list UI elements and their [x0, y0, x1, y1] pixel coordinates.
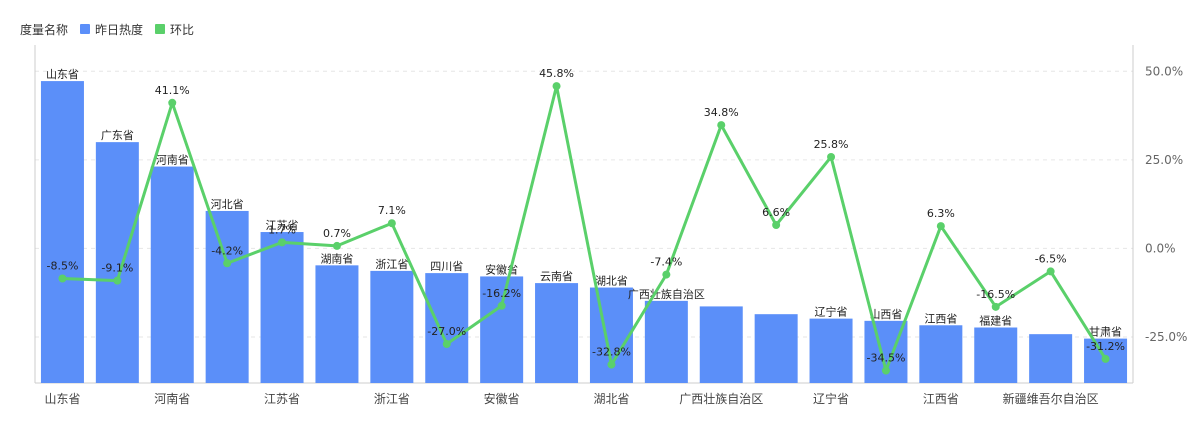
x-tick-label: 江西省	[923, 392, 959, 406]
bar-label: 福建省	[979, 314, 1012, 328]
bar-heat	[370, 270, 414, 383]
bar-heat	[809, 318, 853, 383]
right-axis-tick-label: 50.0%	[1145, 64, 1183, 78]
right-axis-tick-label: 25.0%	[1145, 153, 1183, 167]
point-mom	[223, 259, 232, 268]
point-mom	[772, 221, 781, 230]
bar-label: 河北省	[211, 198, 244, 211]
bar-heat	[535, 283, 579, 383]
x-tick-label: 广西壮族自治区	[679, 392, 763, 406]
point-mom	[991, 302, 1000, 311]
x-tick-label: 山东省	[44, 392, 80, 406]
bar-heat	[150, 166, 194, 383]
point-label-mom: -6.5%	[1035, 252, 1067, 265]
x-tick-label: 河南省	[154, 391, 190, 406]
bar-heat	[919, 325, 963, 383]
point-label-mom: 45.8%	[539, 67, 574, 80]
legend-label-mom: 环比	[170, 22, 195, 37]
point-label-mom: 25.8%	[814, 138, 849, 151]
bar-heat	[1029, 334, 1073, 383]
point-label-mom: -4.2%	[211, 244, 243, 257]
point-label-mom: -9.1%	[101, 262, 133, 275]
point-label-mom: 1.7%	[268, 223, 296, 236]
bar-label: 江苏省	[266, 219, 299, 232]
x-tick-label: 江苏省	[264, 392, 300, 406]
line-mom	[62, 84, 1107, 373]
bar-label: 浙江省	[375, 258, 408, 271]
bar-heat	[425, 273, 469, 383]
x-tick-label: 新疆维吾尔自治区	[1003, 391, 1099, 406]
point-label-mom: -16.2%	[482, 287, 521, 300]
bar-heat	[205, 210, 249, 383]
point-mom	[387, 219, 396, 228]
point-mom	[607, 360, 616, 369]
point-label-mom: 6.3%	[927, 207, 955, 220]
point-mom	[332, 241, 341, 250]
bar-label: 广西壮族自治区	[628, 287, 705, 301]
point-mom	[552, 82, 561, 91]
point-label-mom: -16.5%	[976, 288, 1015, 301]
legend-label-heat: 昨日热度	[95, 22, 144, 37]
x-tick-label: 浙江省	[374, 392, 410, 406]
bar-heat	[315, 265, 359, 383]
bar-label: 云南省	[540, 270, 573, 283]
bar-label: 广东省	[101, 129, 134, 142]
x-tick-label: 辽宁省	[813, 391, 849, 406]
point-mom	[497, 301, 506, 310]
bar-heat	[699, 306, 743, 383]
point-label-mom: 41.1%	[155, 84, 190, 97]
bar-label: 辽宁省	[815, 305, 848, 319]
point-label-mom: 6.6%	[762, 206, 790, 219]
point-label-mom: -34.5%	[866, 352, 905, 365]
legend-item-mom[interactable]: 环比	[155, 21, 194, 38]
point-label-mom: 34.8%	[704, 106, 739, 119]
right-axis-tick-label: 0.0%	[1145, 241, 1176, 255]
point-label-mom: -8.5%	[46, 259, 78, 272]
chart-legend: 度量名称 昨日热度 环比	[20, 20, 206, 38]
point-mom	[278, 238, 287, 247]
legend-item-heat[interactable]: 昨日热度	[80, 21, 143, 38]
bar-heat	[589, 287, 633, 383]
bar-label: 四川省	[430, 260, 463, 273]
bar-heat	[754, 314, 798, 383]
point-mom	[827, 152, 836, 161]
bar-label: 湖南省	[320, 252, 353, 265]
point-mom	[168, 98, 177, 107]
point-mom	[113, 276, 122, 285]
legend-swatch-mom	[155, 24, 166, 34]
point-label-mom: -27.0%	[427, 325, 466, 338]
bar-label: 江西省	[924, 312, 957, 325]
point-label-mom: 7.1%	[378, 204, 406, 217]
point-mom	[58, 274, 67, 283]
point-mom	[662, 270, 671, 279]
bar-label: 山西省	[869, 308, 902, 321]
bar-label: 湖北省	[595, 275, 628, 288]
point-mom	[881, 366, 890, 375]
right-axis-tick-label: -25.0%	[1145, 330, 1187, 344]
legend-swatch-heat	[80, 24, 91, 34]
bar-heat	[974, 327, 1018, 383]
bar-heat	[480, 276, 524, 383]
point-label-mom: -31.2%	[1086, 340, 1125, 353]
point-mom	[1046, 267, 1055, 276]
bar-heat	[260, 232, 304, 383]
x-tick-label: 安徽省	[484, 391, 520, 406]
point-label-mom: -32.8%	[592, 346, 631, 359]
bar-label: 山东省	[46, 68, 79, 81]
point-mom	[936, 222, 945, 231]
point-label-mom: -7.4%	[650, 256, 682, 269]
bar-heat	[95, 142, 139, 383]
bar-heat	[644, 300, 688, 383]
bar-label: 河南省	[156, 154, 189, 167]
point-label-mom: 0.7%	[323, 227, 351, 240]
point-mom	[717, 121, 726, 130]
bar-label: 甘肃省	[1089, 326, 1122, 339]
point-mom	[442, 340, 451, 349]
bar-heat	[40, 81, 84, 383]
point-mom	[1101, 354, 1110, 363]
x-tick-label: 湖北省	[593, 391, 629, 406]
legend-title: 度量名称	[20, 22, 69, 37]
